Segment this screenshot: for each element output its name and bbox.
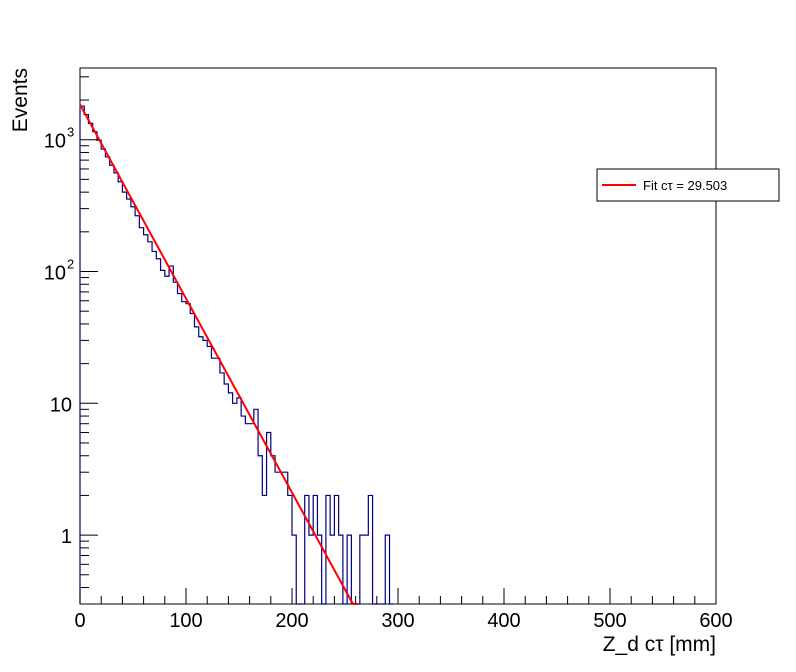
x-tick-label: 0 <box>74 610 85 632</box>
y-tick-label: 1 <box>61 526 72 548</box>
y-tick-label: 10 <box>44 262 66 284</box>
plot-frame <box>79 67 717 605</box>
y-tick-exponent: 2 <box>67 256 74 271</box>
fit-curve <box>79 104 358 605</box>
y-axis-title: Events <box>9 68 32 132</box>
x-tick-label: 200 <box>275 610 308 632</box>
legend-fit-label: Fit cτ = 29.503 <box>643 178 727 193</box>
x-tick-label: 100 <box>169 610 202 632</box>
histogram-series <box>79 105 394 605</box>
y-tick-label: 10 <box>44 131 66 153</box>
fit-series <box>79 104 358 605</box>
x-tick-label: 500 <box>593 610 626 632</box>
histogram-outline <box>79 105 394 605</box>
x-tick-label: 400 <box>487 610 520 632</box>
x-tick-label: 300 <box>381 610 414 632</box>
x-tick-label: 600 <box>699 610 732 632</box>
legend: Fit cτ = 29.503 <box>596 168 780 202</box>
y-tick-exponent: 3 <box>67 125 74 140</box>
y-tick-label: 10 <box>50 394 72 416</box>
x-axis-title: Z_d cτ [mm] <box>603 633 716 656</box>
x-axis-ticks: 0 100 200 300 400 500 600 <box>74 588 733 632</box>
